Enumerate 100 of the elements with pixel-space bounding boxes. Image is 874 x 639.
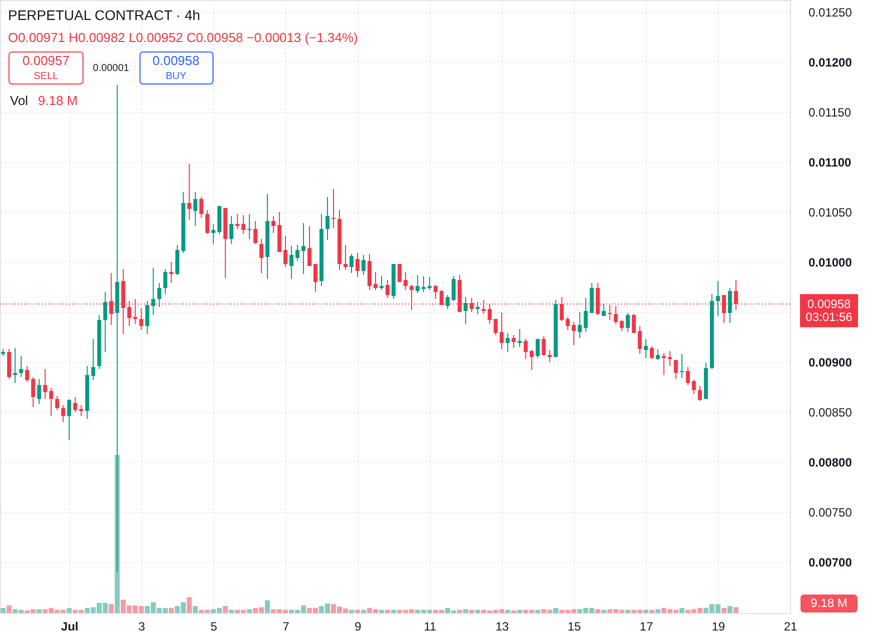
candlestick — [344, 244, 348, 270]
candlestick — [584, 298, 588, 332]
bar — [511, 610, 516, 613]
annotation: SELL — [34, 71, 59, 82]
candlestick — [398, 264, 402, 282]
bar — [505, 610, 510, 613]
candlestick — [518, 328, 522, 348]
candlestick — [452, 276, 456, 302]
candlestick — [374, 272, 378, 290]
bar — [264, 600, 270, 613]
bar — [246, 609, 252, 613]
candlestick — [428, 276, 432, 290]
bar — [379, 610, 384, 613]
x-tick-label: 13 — [496, 620, 510, 634]
bar — [0, 608, 6, 613]
candlestick — [668, 350, 672, 366]
x-tick-label: 9 — [354, 620, 362, 634]
bar — [108, 604, 114, 613]
candlestick — [73, 396, 78, 412]
candlestick — [680, 354, 684, 378]
candlestick — [512, 334, 516, 348]
x-tick-label: 21 — [784, 620, 798, 634]
candlestick — [79, 404, 84, 416]
annotation: 0.00958 — [152, 53, 200, 68]
bar — [625, 610, 630, 613]
candlestick — [446, 294, 450, 310]
annotation: 0.00957 — [22, 53, 70, 68]
y-tick-label: 0.01100 — [808, 156, 852, 170]
candlestick — [67, 398, 72, 440]
bar — [535, 610, 540, 613]
candlestick — [638, 326, 642, 354]
bar — [463, 609, 468, 613]
candlestick — [416, 274, 420, 294]
x-tick-label: 7 — [282, 620, 290, 634]
bar — [733, 607, 738, 613]
candlestick — [728, 288, 732, 324]
candlestick — [307, 226, 312, 266]
ref-line-label: 0.00958 — [807, 297, 852, 311]
candlestick — [229, 216, 234, 244]
text: 9.18 M — [810, 596, 848, 610]
candlestick — [163, 268, 168, 294]
bar — [475, 610, 480, 613]
y-tick-label: 0.01050 — [808, 206, 852, 220]
candlestick — [656, 348, 660, 360]
candlestick — [530, 350, 534, 370]
x-tick-label: 19 — [712, 620, 726, 634]
annotation: BUY — [166, 71, 187, 82]
candlestick — [247, 214, 252, 240]
candlestick — [686, 366, 690, 386]
candlestick — [626, 312, 630, 332]
candlestick — [542, 336, 546, 356]
candlestick — [259, 238, 264, 274]
annotation: O0.00971 H0.00982 L0.00952 C0.00958 −0.00013 (−1.34%) — [8, 30, 358, 45]
candlestick — [692, 380, 696, 394]
candlestick — [716, 280, 720, 316]
candlestick — [620, 320, 624, 332]
candlestick — [524, 338, 528, 360]
bar — [192, 606, 198, 613]
candlestick — [271, 216, 276, 234]
candlestick — [494, 318, 498, 336]
y-tick-label: 0.01000 — [808, 256, 852, 270]
candlestick — [169, 262, 174, 284]
candlestick — [350, 254, 354, 274]
candlestick — [476, 302, 480, 314]
bar — [349, 610, 354, 613]
text: PERPETUAL CONTRACT · 4h — [8, 7, 200, 23]
candlestick — [434, 284, 438, 300]
candlestick — [43, 368, 48, 400]
y-tick-label: 0.01200 — [808, 56, 852, 70]
candlestick — [103, 292, 108, 352]
bar — [655, 609, 660, 613]
bar — [601, 610, 606, 613]
candlestick — [698, 386, 702, 402]
candlestick — [325, 196, 330, 240]
candlestick — [386, 280, 390, 298]
candlestick — [253, 220, 258, 244]
bar — [228, 610, 234, 613]
bar — [361, 610, 366, 613]
bar — [355, 610, 360, 613]
bar — [186, 597, 192, 613]
candlestick — [674, 360, 678, 380]
y-tick-label: 0.00850 — [808, 406, 852, 420]
candlestick — [578, 312, 582, 338]
x-tick-label: 5 — [210, 620, 218, 634]
candlestick — [145, 300, 150, 334]
candlestick — [331, 188, 336, 228]
candlestick — [283, 236, 288, 268]
candlestick — [464, 296, 468, 324]
candlestick — [380, 276, 384, 290]
candlestick — [362, 254, 366, 276]
candlestick — [19, 356, 24, 378]
x-tick-label: 15 — [568, 620, 582, 634]
candlestick — [548, 350, 552, 362]
bar — [469, 610, 474, 613]
candlestick — [650, 346, 654, 360]
candlestick — [151, 268, 156, 316]
annotation: Vol — [10, 93, 28, 108]
x-tick-label: 3 — [138, 620, 146, 634]
candlestick — [55, 396, 60, 410]
bar — [36, 609, 42, 613]
